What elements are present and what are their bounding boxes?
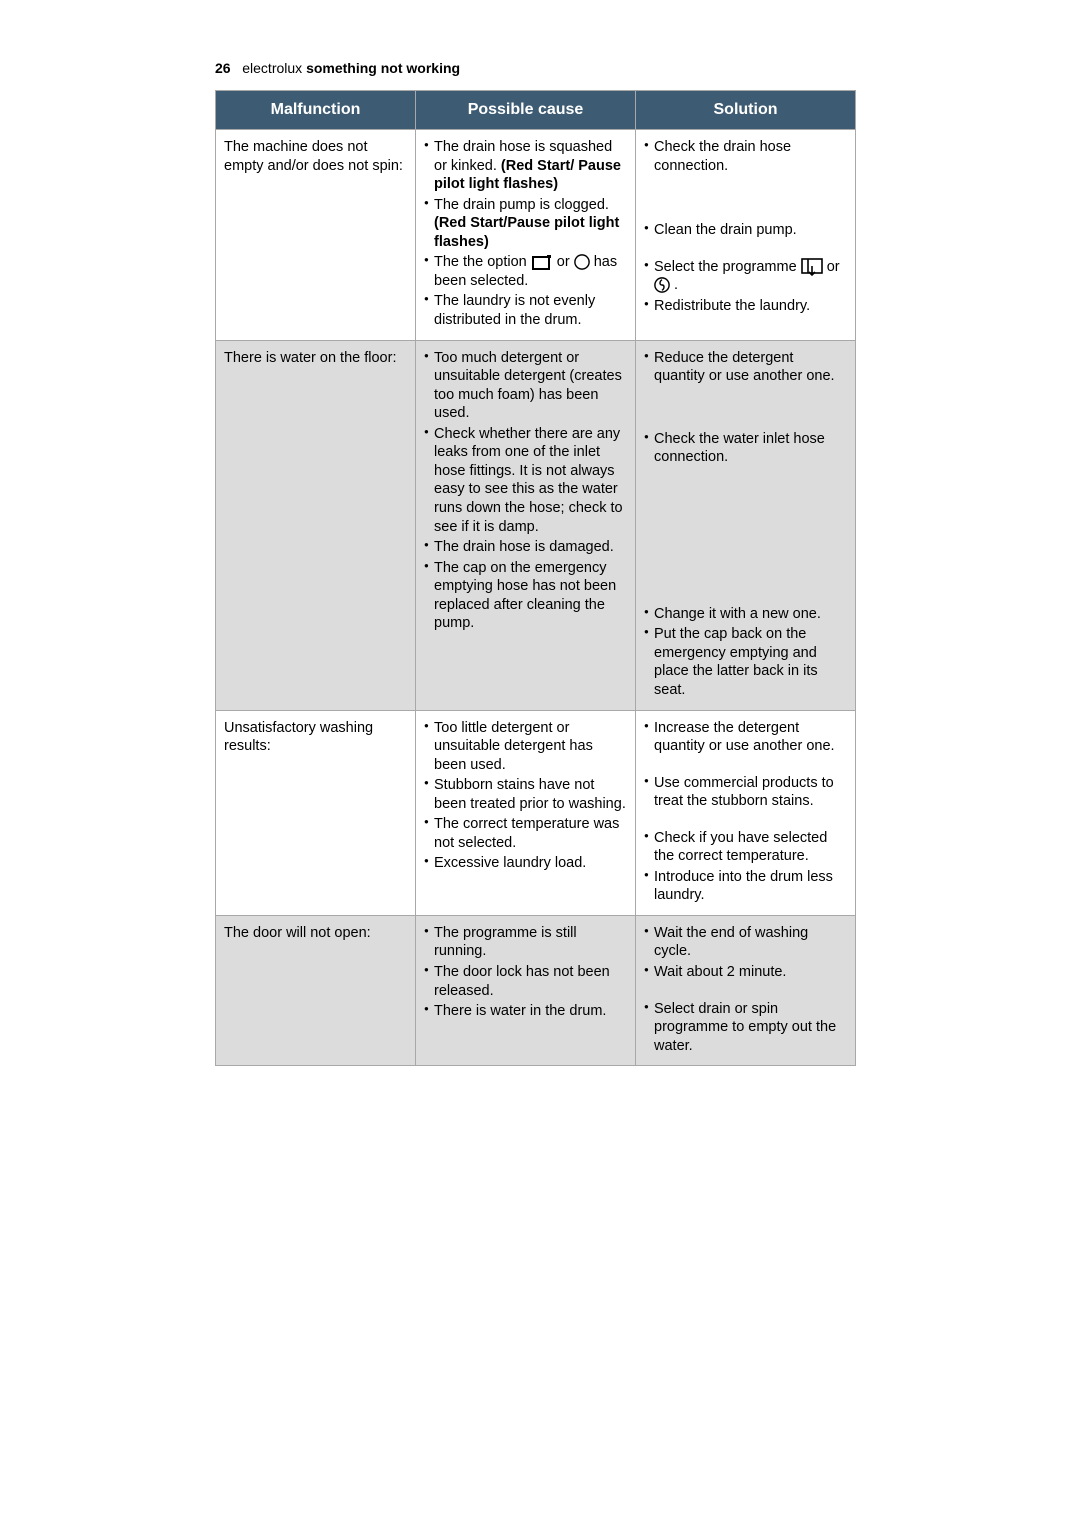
page-number: 26 <box>215 60 231 76</box>
table-row: The door will not open:The programme is … <box>216 915 856 1065</box>
brand-name: electrolux <box>242 60 302 76</box>
malfunction-cell: Unsatisfactory washing results: <box>216 710 416 915</box>
list-item: The correct temperature was not selected… <box>424 815 627 852</box>
troubleshooting-table: Malfunction Possible cause Solution The … <box>215 90 856 1066</box>
cause-list: Too little detergent or unsuitable deter… <box>424 719 627 873</box>
col-header-malfunction: Malfunction <box>216 91 416 130</box>
list-item: Put the cap back on the emergency emptyi… <box>644 625 847 699</box>
list-item: The programme is still running. <box>424 924 627 961</box>
list-item: Too little detergent or unsuitable deter… <box>424 719 627 775</box>
list-item: The laundry is not evenly distributed in… <box>424 292 627 329</box>
malfunction-cell: There is water on the floor: <box>216 340 416 710</box>
cause-list: The programme is still running.The door … <box>424 924 627 1021</box>
header-gap <box>234 60 238 76</box>
solution-list: Check the drain hose connection. Clean th… <box>644 138 847 316</box>
list-item: Select drain or spin programme to empty … <box>644 1000 847 1056</box>
list-item: The drain hose is damaged. <box>424 538 627 557</box>
malfunction-cell: The door will not open: <box>216 915 416 1065</box>
list-item: Reduce the detergent quantity or use ano… <box>644 349 847 386</box>
list-item: The cap on the emergency emptying hose h… <box>424 559 627 633</box>
table-row: There is water on the floor:Too much det… <box>216 340 856 710</box>
list-item: The drain hose is squashed or kinked. (R… <box>424 138 627 194</box>
list-item: Check the drain hose connection. <box>644 138 847 175</box>
page-header: 26 electrolux something not working <box>215 60 865 76</box>
list-item: Select the programme or . <box>644 258 847 295</box>
list-item: Check whether there are any leaks from o… <box>424 425 627 536</box>
list-item: Check the water inlet hose connection. <box>644 430 847 467</box>
table-row: The machine does not empty and/or does n… <box>216 130 856 341</box>
solution-cell: Increase the detergent quantity or use a… <box>636 710 856 915</box>
section-name: something not working <box>306 60 460 76</box>
table-row: Unsatisfactory washing results:Too littl… <box>216 710 856 915</box>
list-item: Too much detergent or unsuitable deterge… <box>424 349 627 423</box>
malfunction-cell: The machine does not empty and/or does n… <box>216 130 416 341</box>
list-item: Stubborn stains have not been treated pr… <box>424 776 627 813</box>
drain-icon <box>801 258 823 277</box>
list-item: The drain pump is clogged. (Red Start/Pa… <box>424 196 627 252</box>
list-item: Clean the drain pump. <box>644 221 847 240</box>
cause-cell: The programme is still running.The door … <box>416 915 636 1065</box>
list-item: Use commercial products to treat the stu… <box>644 774 847 811</box>
col-header-cause: Possible cause <box>416 91 636 130</box>
cause-list: The drain hose is squashed or kinked. (R… <box>424 138 627 330</box>
list-item: There is water in the drum. <box>424 1002 627 1021</box>
rect-icon <box>531 253 553 272</box>
solution-cell: Wait the end of washing cycle. Wait about… <box>636 915 856 1065</box>
list-item: The the option or has been selected. <box>424 253 627 290</box>
col-header-solution: Solution <box>636 91 856 130</box>
list-item: Excessive laundry load. <box>424 854 627 873</box>
solution-list: Increase the detergent quantity or use a… <box>644 719 847 905</box>
cause-cell: Too little detergent or unsuitable deter… <box>416 710 636 915</box>
clockmoon-icon <box>574 253 590 272</box>
spin-icon <box>654 276 670 295</box>
list-item: The door lock has not been released. <box>424 963 627 1000</box>
list-item: Redistribute the laundry. <box>644 297 847 316</box>
list-item: Wait about 2 minute. <box>644 963 847 982</box>
list-item: Introduce into the drum less laundry. <box>644 868 847 905</box>
solution-cell: Check the drain hose connection. Clean th… <box>636 130 856 341</box>
list-item: Increase the detergent quantity or use a… <box>644 719 847 756</box>
solution-cell: Reduce the detergent quantity or use ano… <box>636 340 856 710</box>
page-container: 26 electrolux something not working Malf… <box>0 0 1080 1527</box>
list-item: Check if you have selected the correct t… <box>644 829 847 866</box>
cause-cell: The drain hose is squashed or kinked. (R… <box>416 130 636 341</box>
solution-list: Reduce the detergent quantity or use ano… <box>644 349 847 700</box>
solution-list: Wait the end of washing cycle. Wait about… <box>644 924 847 1055</box>
list-item: Change it with a new one. <box>644 605 847 624</box>
cause-list: Too much detergent or unsuitable deterge… <box>424 349 627 633</box>
table-header-row: Malfunction Possible cause Solution <box>216 91 856 130</box>
cause-cell: Too much detergent or unsuitable deterge… <box>416 340 636 710</box>
list-item: Wait the end of washing cycle. <box>644 924 847 961</box>
